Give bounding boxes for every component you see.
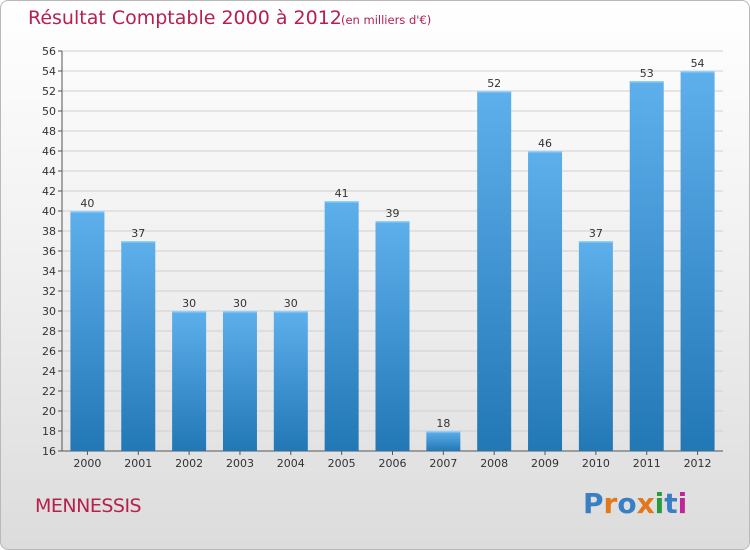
y-tick-label: 26 — [42, 345, 56, 358]
y-tick-label: 30 — [42, 305, 56, 318]
bar-2010 — [578, 241, 613, 451]
x-tick-label-2005: 2005 — [328, 457, 356, 470]
bar-2011 — [629, 81, 664, 451]
x-tick-label-2012: 2012 — [684, 457, 712, 470]
bar-2009 — [528, 151, 563, 451]
proxiti-logo: Proxiti — [583, 487, 687, 520]
bar-top-highlight — [477, 91, 512, 93]
logo-letter: t — [664, 487, 678, 520]
x-tick-label-2006: 2006 — [379, 457, 407, 470]
y-tick-label: 54 — [42, 65, 56, 78]
value-labels: 40 37 30 30 30 41 39 18 52 46 37 53 54 — [80, 57, 704, 430]
chart-title: Résultat Comptable 2000 à 2012 — [28, 7, 342, 29]
y-tick-label: 56 — [42, 45, 56, 58]
bar-2002 — [172, 311, 207, 451]
y-tick-label: 50 — [42, 105, 56, 118]
y-tick-label: 36 — [42, 245, 56, 258]
y-tick-label: 18 — [42, 425, 56, 438]
logo-letter: i — [654, 487, 665, 520]
value-label-2010: 37 — [589, 227, 603, 240]
y-tick-label: 52 — [42, 85, 56, 98]
value-label-2002: 30 — [182, 297, 196, 310]
bar-2000 — [70, 211, 105, 451]
bars — [70, 71, 715, 451]
logo-letter: i — [677, 487, 688, 520]
y-tick-label: 42 — [42, 185, 56, 198]
x-tick-label-2010: 2010 — [582, 457, 610, 470]
value-label-2011: 53 — [640, 67, 654, 80]
y-tick-label: 16 — [42, 445, 56, 458]
x-tick-label-2004: 2004 — [277, 457, 305, 470]
x-tick-label-2007: 2007 — [429, 457, 457, 470]
logo-letter: P — [583, 487, 604, 520]
x-tick-label-2000: 2000 — [73, 457, 101, 470]
bar-top-highlight — [222, 311, 257, 313]
x-tick-label-2003: 2003 — [226, 457, 254, 470]
x-tick-label-2002: 2002 — [175, 457, 203, 470]
bar-2008 — [477, 91, 512, 451]
bar-top-highlight — [629, 81, 664, 83]
y-tick-label: 46 — [42, 145, 56, 158]
y-tick-label: 20 — [42, 405, 56, 418]
bar-top-highlight — [528, 151, 563, 153]
value-label-2009: 46 — [538, 137, 552, 150]
y-tick-label: 24 — [42, 365, 56, 378]
bar-top-highlight — [426, 431, 461, 433]
x-tick-label-2001: 2001 — [124, 457, 152, 470]
value-label-2005: 41 — [335, 187, 349, 200]
y-tick-label: 44 — [42, 165, 56, 178]
logo-letter: x — [636, 487, 655, 520]
bar-2001 — [121, 241, 156, 451]
bar-top-highlight — [680, 71, 715, 73]
bar-2006 — [375, 221, 410, 451]
chart-subtitle: (en milliers d'€) — [341, 13, 432, 27]
bar-top-highlight — [273, 311, 308, 313]
x-tick-label-2009: 2009 — [531, 457, 559, 470]
y-tick-label: 48 — [42, 125, 56, 138]
x-tick-label-2008: 2008 — [480, 457, 508, 470]
commune-name: MENNESSIS — [35, 495, 142, 517]
bar-top-highlight — [578, 241, 613, 243]
value-label-2008: 52 — [487, 77, 501, 90]
bar-top-highlight — [324, 201, 359, 203]
bar-top-highlight — [172, 311, 207, 313]
y-tick-label: 22 — [42, 385, 56, 398]
y-tick-label: 32 — [42, 285, 56, 298]
bar-2005 — [324, 201, 359, 451]
y-tick-label: 34 — [42, 265, 56, 278]
value-label-2003: 30 — [233, 297, 247, 310]
bar-top-highlight — [375, 221, 410, 223]
value-label-2007: 18 — [436, 417, 450, 430]
bar-2003 — [222, 311, 257, 451]
value-label-2006: 39 — [386, 207, 400, 220]
value-label-2000: 40 — [80, 197, 94, 210]
bar-top-highlight — [121, 241, 156, 243]
bar-2012 — [680, 71, 715, 451]
value-label-2004: 30 — [284, 297, 298, 310]
bar-top-highlight — [70, 211, 105, 213]
y-tick-label: 38 — [42, 225, 56, 238]
y-tick-labels: 16 18 20 22 24 26 28 30 32 34 36 38 40 42 44 46 48 50 52 54… — [42, 45, 62, 458]
bar-2007 — [426, 431, 461, 451]
y-tick-label: 28 — [42, 325, 56, 338]
value-label-2012: 54 — [691, 57, 705, 70]
logo-letter: r — [603, 487, 618, 520]
value-label-2001: 37 — [131, 227, 145, 240]
bar-2004 — [273, 311, 308, 451]
x-tick-label-2011: 2011 — [633, 457, 661, 470]
y-tick-label: 40 — [42, 205, 56, 218]
x-tick-labels: 2000 2001 2002 2003 2004 2005 2006 2007 2008 2009… — [73, 451, 712, 470]
logo-letter: o — [617, 487, 637, 520]
